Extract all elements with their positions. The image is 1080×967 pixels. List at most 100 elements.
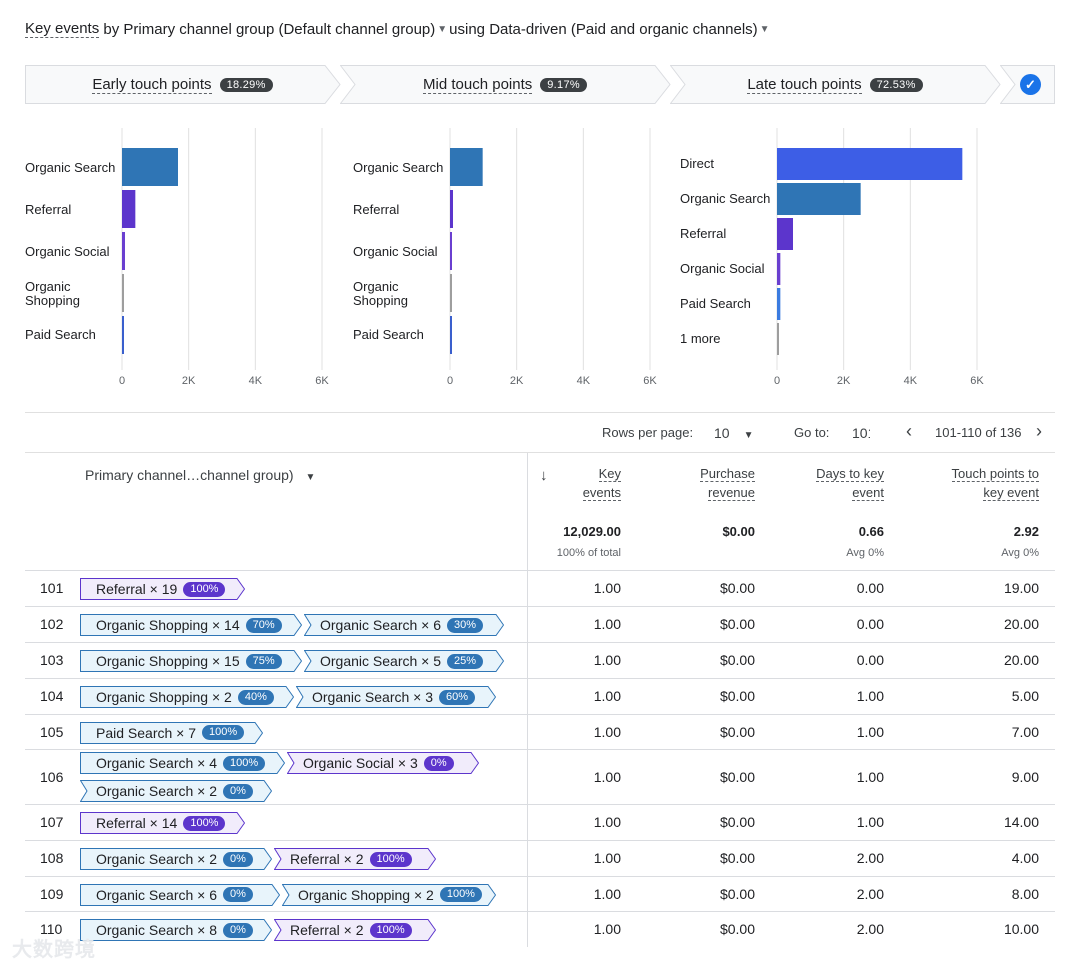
bar[interactable]	[777, 323, 779, 355]
page-range: 101-110 of 136	[935, 425, 1022, 440]
bar[interactable]	[122, 274, 124, 312]
bar[interactable]	[122, 232, 125, 270]
bar[interactable]	[777, 253, 781, 285]
table-row[interactable]: 106 Organic Search × 4 100% Organic Social …	[25, 749, 1055, 804]
table-row[interactable]: 101 Referral × 19 100% 1.00 $0.00 0.00 19.00	[25, 570, 1055, 606]
table-row[interactable]: 104 Organic Shopping × 2 40% Organic Search…	[25, 678, 1055, 714]
path-step-percent-badge: 25%	[447, 653, 484, 669]
col-header-line2: revenue	[708, 485, 755, 501]
col-header-touch-points[interactable]: Touch points to key event	[951, 464, 1039, 502]
rows-per-page-value: 10	[714, 425, 730, 441]
rows-per-page-select[interactable]: 10 ▼	[714, 425, 753, 441]
path-step-label: Organic Search × 2	[96, 851, 218, 867]
tab-label: Early touch points	[92, 75, 212, 94]
bar[interactable]	[450, 190, 453, 228]
table-row[interactable]: 108 Organic Search × 2 0% Referral × 2 100% 1…	[25, 840, 1055, 876]
bar[interactable]	[777, 148, 963, 180]
path-step-chip[interactable]: Organic Search × 2 0%	[80, 848, 272, 870]
path-step-chip[interactable]: Organic Shopping × 2 100%	[282, 883, 496, 906]
path-step-chip[interactable]: Organic Search × 6 30%	[304, 614, 504, 636]
path-step-chip[interactable]: Organic Search × 4 100%	[80, 752, 285, 774]
path-step-percent-badge: 100%	[369, 922, 412, 938]
row-value-touch-points: 9.00	[1011, 768, 1039, 785]
path-step-chip[interactable]: Organic Social × 3 0%	[287, 752, 479, 774]
row-number: 110	[40, 921, 63, 937]
table-row[interactable]: 102 Organic Shopping × 14 70% Organic Searc…	[25, 606, 1055, 642]
col-header-key-events[interactable]: Key events	[582, 464, 621, 502]
dimension-header[interactable]: Primary channel…channel group) ▼	[85, 466, 315, 487]
row-number: 103	[40, 652, 64, 668]
table-row[interactable]: 103 Organic Shopping × 15 75% Organic Searc…	[25, 642, 1055, 678]
goto-label: Go to:	[794, 425, 830, 440]
total-days-to-key-event: 0.66 Avg 0%	[846, 524, 884, 559]
col-header-line1: Days to key	[816, 466, 884, 482]
bar[interactable]	[777, 288, 781, 320]
dimension-selector[interactable]: Primary channel group (Default channel g…	[123, 20, 436, 38]
path-step-chip[interactable]: Paid Search × 7 100%	[80, 721, 263, 744]
chip-shape	[80, 650, 302, 672]
path-step-chip[interactable]: Organic Shopping × 15 75%	[80, 650, 302, 672]
row-value-purchase-revenue: $0.00	[719, 580, 755, 596]
path-step-percent-badge: 30%	[447, 617, 484, 633]
category-label: Organic Social	[25, 244, 110, 259]
table-row[interactable]: 105 Paid Search × 7 100% 1.00 $0.00 1.00 7.00	[25, 714, 1055, 749]
table-row[interactable]: 109 Organic Search × 6 0% Organic Shopping …	[25, 876, 1055, 911]
bar[interactable]	[450, 148, 483, 186]
category-label: Organic Shopping	[353, 279, 408, 308]
path-step-chip[interactable]: Referral × 14 100%	[80, 812, 245, 834]
row-value-purchase-revenue: $0.00	[719, 850, 755, 866]
category-label: Paid Search	[353, 327, 424, 342]
path-step-chip[interactable]: Referral × 19 100%	[80, 578, 245, 600]
col-header-purchase-revenue[interactable]: Purchase revenue	[700, 464, 755, 502]
row-number: 104	[40, 688, 64, 704]
row-value-days-to-key-event: 2.00	[856, 850, 884, 866]
path-step-chip[interactable]: Organic Search × 5 25%	[304, 650, 504, 672]
row-value-touch-points: 10.00	[1003, 921, 1039, 937]
path-step-chip[interactable]: Organic Shopping × 2 40%	[80, 686, 294, 708]
chevron-right-icon[interactable]: ›	[1036, 421, 1042, 441]
row-value-purchase-revenue: $0.00	[719, 921, 755, 937]
table-row[interactable]: 107 Referral × 14 100% 1.00 $0.00 1.00 14.00	[25, 804, 1055, 840]
bar[interactable]	[450, 232, 452, 270]
path-step-chip[interactable]: Organic Shopping × 14 70%	[80, 614, 302, 636]
path-step-label: Referral × 2	[290, 851, 364, 867]
category-label: Referral	[25, 202, 72, 217]
col-header-line2: events	[582, 485, 621, 501]
path-step-percent-badge: 0%	[223, 783, 253, 799]
path-step-label: Organic Search × 5	[320, 653, 442, 669]
chevron-left-icon[interactable]: ‹	[906, 421, 912, 441]
divider	[25, 452, 1055, 453]
path-step-chip[interactable]: Referral × 2 100%	[274, 919, 436, 941]
bar[interactable]	[450, 316, 452, 354]
bar[interactable]	[777, 218, 793, 250]
row-value-key-events: 1.00	[593, 580, 621, 596]
model-selector[interactable]: Data-driven (Paid and organic channels)	[489, 20, 758, 38]
bar[interactable]	[122, 316, 124, 354]
model-dropdown-icon[interactable]: ▼	[759, 23, 770, 35]
metric-selector[interactable]: Key events	[25, 20, 100, 38]
tab-early-touch-points[interactable]: Early touch points 18.29%	[25, 65, 341, 104]
bar[interactable]	[122, 148, 178, 186]
path-step-chip[interactable]: Organic Search × 8 0%	[80, 919, 272, 941]
dimension-dropdown-icon[interactable]: ▼	[437, 23, 448, 35]
tab-late-touch-points[interactable]: Late touch points 72.53%	[670, 65, 1001, 104]
tab-shape	[25, 65, 341, 104]
checkmark-icon[interactable]: ✓	[1020, 74, 1041, 95]
bar[interactable]	[777, 183, 861, 215]
col-header-days-to-key-event[interactable]: Days to key event	[816, 464, 884, 502]
path-step-chip[interactable]: Organic Search × 6 0%	[80, 883, 280, 906]
tab-mid-touch-points[interactable]: Mid touch points 9.17%	[340, 65, 671, 104]
total-value: 2.92	[1013, 524, 1039, 539]
path-step-chip[interactable]: Referral × 2 100%	[274, 848, 436, 870]
bar[interactable]	[122, 190, 136, 228]
row-value-key-events: 1.00	[593, 688, 621, 704]
path-step-chip[interactable]: Organic Search × 3 60%	[296, 686, 496, 708]
path-step-chip[interactable]: Organic Search × 2 0%	[80, 780, 272, 802]
table-row[interactable]: 110 Organic Search × 8 0% Referral × 2 100% 1…	[25, 911, 1055, 947]
bar[interactable]	[450, 274, 452, 312]
row-value-purchase-revenue: $0.00	[719, 652, 755, 668]
dimension-header-label: Primary channel…channel group)	[85, 467, 294, 483]
goto-input[interactable]: 101	[852, 425, 870, 441]
sort-down-arrow-icon[interactable]: ↓	[540, 467, 548, 484]
row-value-key-events: 1.00	[593, 616, 621, 632]
